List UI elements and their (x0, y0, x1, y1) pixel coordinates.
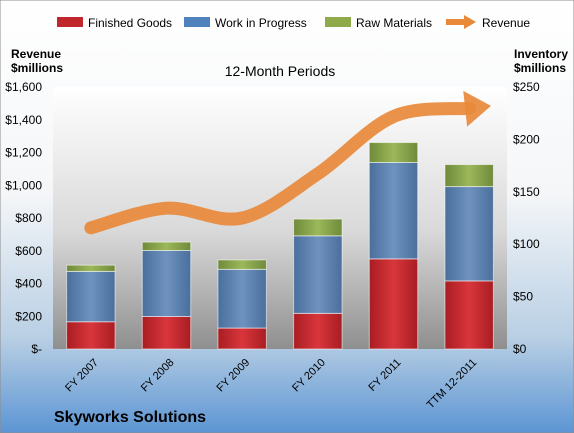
bar-work-in-progress (368, 161, 419, 260)
bar-finished-goods (141, 316, 192, 350)
y-left-tick-label: $1,200 (5, 146, 42, 160)
y-left-tick-label: $- (31, 342, 42, 356)
y-right-tick-label: $250 (513, 80, 540, 94)
legend-swatch-raw-materials (325, 17, 351, 27)
y-left-label-line2: $millions (11, 61, 63, 75)
revenue-series (84, 90, 492, 235)
y-right-tick-label: $200 (513, 132, 540, 146)
bars (66, 142, 494, 350)
bar-finished-goods (293, 312, 343, 350)
y-right-label-line1: Inventory (514, 47, 568, 61)
y-left-tick-label: $1,600 (5, 80, 42, 94)
y-left-tick-label: $200 (15, 309, 42, 323)
bar-work-in-progress (66, 270, 116, 323)
bar-raw-materials (444, 164, 494, 188)
revenue-line (84, 101, 476, 235)
bar-work-in-progress (444, 186, 494, 282)
legend-swatch-work-in-progress (184, 17, 210, 27)
legend: Finished Goods Work in Progress Raw Mate… (57, 15, 530, 30)
bar-raw-materials (368, 142, 419, 163)
bar-finished-goods (368, 258, 419, 350)
bar-raw-materials (217, 259, 267, 270)
legend-swatch-finished-goods (57, 17, 83, 27)
legend-label-finished-goods: Finished Goods (88, 16, 172, 30)
y-right-tick-label: $0 (513, 342, 527, 356)
bar-raw-materials (141, 241, 192, 251)
legend-label-revenue: Revenue (482, 16, 530, 30)
bar-raw-materials (66, 264, 116, 272)
bar-finished-goods (66, 321, 116, 350)
bar-work-in-progress (141, 249, 192, 318)
bar-finished-goods (217, 327, 267, 350)
y-left-tick-label: $600 (15, 244, 42, 258)
y-right-axis: $0 $50 $100 $150 $200 $250 (513, 80, 540, 356)
y-right-tick-label: $50 (513, 290, 533, 304)
y-right-tick-label: $100 (513, 237, 540, 251)
revenue-arrowhead (463, 90, 492, 127)
y-left-label-line1: Revenue (11, 47, 61, 61)
chart-title: 12-Month Periods (225, 63, 336, 79)
y-right-tick-label: $150 (513, 185, 540, 199)
bar-work-in-progress (293, 235, 343, 314)
y-left-tick-label: $1,000 (5, 178, 42, 192)
bar-finished-goods (444, 280, 494, 350)
y-right-label-line2: $millions (514, 61, 566, 75)
y-left-tick-label: $800 (15, 211, 42, 225)
bar-work-in-progress (217, 268, 267, 329)
bar-raw-materials (293, 218, 343, 237)
legend-label-raw-materials: Raw Materials (356, 16, 432, 30)
y-left-tick-label: $1,400 (5, 113, 42, 127)
y-left-axis: $- $200 $400 $600 $800 $1,000 $1,200 $1,400 $1,6… (5, 80, 42, 356)
company-name: Skyworks Solutions (54, 409, 206, 426)
legend-label-work-in-progress: Work in Progress (215, 16, 307, 30)
legend-revenue-arrowhead (464, 15, 476, 29)
y-left-tick-label: $400 (15, 277, 42, 291)
